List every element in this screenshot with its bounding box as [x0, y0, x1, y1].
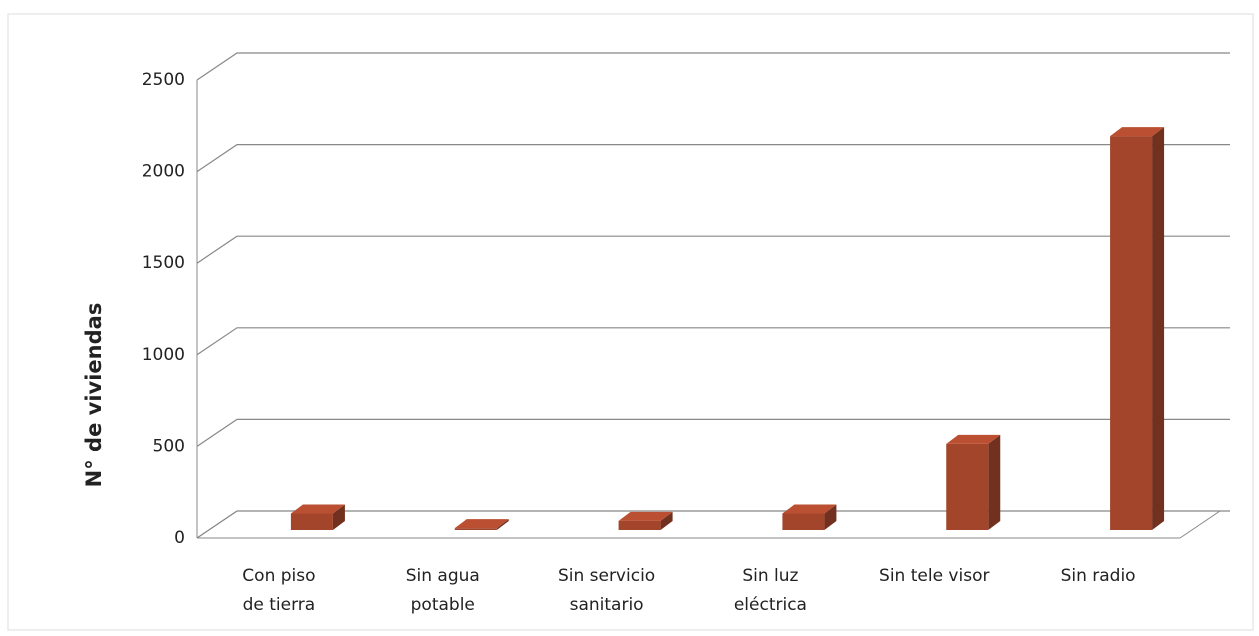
- label-line: Con piso: [242, 566, 315, 586]
- label-line: Sin radio: [1061, 566, 1136, 586]
- bar-front: [782, 513, 825, 530]
- grid-line: [196, 418, 1230, 447]
- x-tick-label: Sin luz eléctrica: [734, 566, 807, 615]
- bar-side: [1152, 127, 1165, 531]
- x-tick-label: Sin agua potable: [406, 566, 480, 615]
- y-tick-label: 1500: [142, 253, 185, 273]
- bar-front: [454, 528, 497, 530]
- bar-front: [290, 513, 333, 530]
- y-tick-label: 0: [174, 528, 185, 548]
- grid-line: [196, 235, 1230, 264]
- label-line: sanitario: [570, 595, 644, 615]
- label-line: Sin servicio: [558, 566, 655, 586]
- grid-line: [196, 144, 1230, 173]
- bar: [782, 504, 837, 530]
- y-tick-label: 2000: [142, 162, 185, 182]
- back-wall-edge: [196, 510, 1222, 539]
- y-tick-label: 500: [153, 436, 185, 456]
- bar-front: [946, 443, 989, 530]
- bar-side: [660, 511, 673, 530]
- bar-front: [1110, 136, 1153, 530]
- bar-side: [824, 504, 837, 530]
- bar-top: [290, 504, 345, 514]
- bar: [618, 511, 673, 530]
- x-tick-label: Sin tele visor: [879, 566, 989, 586]
- y-tick-label: 1000: [142, 345, 185, 365]
- label-line: eléctrica: [734, 595, 807, 615]
- bar-top: [454, 519, 509, 529]
- bar: [454, 519, 509, 530]
- x-tick-label: Sin radio: [1061, 566, 1136, 586]
- bar-side: [496, 519, 509, 530]
- grid-line: [196, 52, 1230, 81]
- label-line: Sin tele visor: [879, 566, 989, 586]
- bar-front: [618, 520, 661, 530]
- label-line: de tierra: [243, 595, 316, 615]
- bar-side: [332, 504, 345, 530]
- label-line: Sin agua: [406, 566, 480, 586]
- x-tick-label: Sin servicio sanitario: [558, 566, 655, 615]
- bar-top: [618, 511, 673, 521]
- label-line: potable: [411, 595, 475, 615]
- bar: [290, 504, 345, 530]
- bar-top: [1110, 127, 1165, 137]
- y-tick-label: 2500: [142, 70, 185, 90]
- label-line: Sin luz: [742, 566, 798, 586]
- bar-top: [946, 434, 1001, 444]
- grid-line: [196, 327, 1230, 356]
- bar-top: [782, 504, 837, 514]
- bar-side: [988, 434, 1001, 530]
- chart-border: [7, 13, 1254, 631]
- bar: [946, 434, 1001, 530]
- x-tick-label: Con piso de tierra: [242, 566, 315, 615]
- y-axis-title: N° de viviendas: [82, 303, 106, 488]
- grid-line: [196, 510, 1230, 539]
- bar: [1110, 127, 1165, 531]
